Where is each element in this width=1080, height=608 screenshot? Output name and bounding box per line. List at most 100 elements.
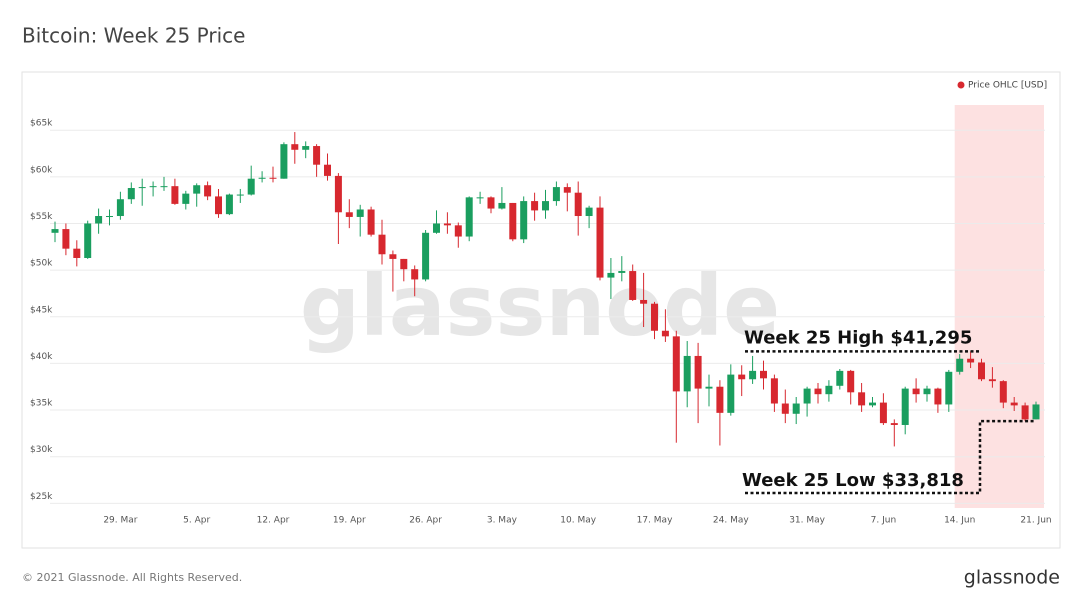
candle-body bbox=[694, 355, 702, 389]
candle-body bbox=[661, 330, 669, 337]
candle-body bbox=[901, 388, 909, 425]
x-tick-label: 7. Jun bbox=[871, 516, 897, 526]
candle-body bbox=[116, 199, 124, 217]
annotation-label: Week 25 Low $33,818 bbox=[742, 470, 964, 491]
candle-body bbox=[313, 146, 321, 165]
candle-body bbox=[945, 371, 953, 405]
candle-body bbox=[204, 185, 212, 197]
y-tick-label: $25k bbox=[30, 492, 53, 502]
candle-body bbox=[956, 358, 964, 372]
annotation-line bbox=[745, 419, 1036, 495]
y-tick-label: $40k bbox=[30, 352, 53, 362]
candle-body bbox=[781, 403, 789, 414]
candle-body bbox=[531, 201, 539, 211]
candle-body bbox=[760, 370, 767, 379]
candle-body bbox=[51, 229, 59, 233]
candle-body bbox=[443, 223, 451, 226]
y-tick-label: $65k bbox=[30, 119, 53, 129]
x-tick-label: 17. May bbox=[637, 516, 673, 526]
candle-body bbox=[422, 232, 430, 280]
annotation-label: Week 25 High $41,295 bbox=[744, 327, 972, 348]
candle-body bbox=[269, 177, 277, 179]
y-tick-label: $30k bbox=[30, 445, 53, 455]
candle-body bbox=[258, 177, 266, 179]
candle-body bbox=[291, 144, 299, 150]
candle-body bbox=[978, 362, 985, 380]
candle-body bbox=[324, 164, 331, 176]
x-tick-label: 31. May bbox=[789, 516, 825, 526]
chart-title: Bitcoin: Week 25 Price bbox=[22, 24, 245, 48]
legend-label: Price OHLC [USD] bbox=[968, 81, 1047, 91]
candle-body bbox=[95, 216, 103, 224]
x-tick-label: 24. May bbox=[713, 516, 749, 526]
candle-body bbox=[73, 248, 81, 258]
candle-body bbox=[1032, 404, 1040, 420]
candle-body bbox=[596, 207, 604, 278]
candle-body bbox=[618, 271, 626, 273]
candle-body bbox=[552, 187, 560, 202]
candle-body bbox=[629, 271, 637, 300]
candle-body bbox=[770, 378, 778, 404]
candle-body bbox=[149, 186, 157, 188]
candle-body bbox=[509, 202, 517, 240]
candle-body bbox=[640, 299, 648, 304]
candle-body bbox=[672, 336, 680, 392]
candle-body bbox=[356, 209, 364, 217]
y-tick-label: $60k bbox=[30, 165, 53, 175]
candle-body bbox=[1010, 402, 1018, 406]
candle-body bbox=[651, 303, 658, 331]
candle-body bbox=[847, 370, 855, 393]
candle-body bbox=[585, 207, 593, 217]
candle-body bbox=[869, 402, 876, 406]
candle-body bbox=[171, 186, 179, 204]
candle-body bbox=[858, 392, 866, 406]
candle-body bbox=[879, 402, 887, 424]
candle-body bbox=[890, 423, 898, 425]
candle-body bbox=[836, 370, 844, 386]
candle-body bbox=[84, 223, 92, 258]
candle-body bbox=[160, 186, 168, 188]
candle-body bbox=[574, 192, 582, 217]
candle-body bbox=[106, 216, 113, 218]
candle-body bbox=[215, 196, 222, 215]
x-tick-label: 19. Apr bbox=[333, 516, 366, 526]
candle-body bbox=[138, 187, 146, 189]
chart-card bbox=[21, 71, 1061, 549]
candle-body bbox=[378, 234, 386, 255]
x-tick-label: 14. Jun bbox=[944, 516, 975, 526]
candle-body bbox=[520, 201, 528, 240]
candle-body bbox=[411, 269, 419, 280]
candle-body bbox=[967, 358, 975, 363]
x-tick-label: 3. May bbox=[487, 516, 518, 526]
candle-body bbox=[683, 355, 691, 392]
footer: © 2021 Glassnode. All Rights Reserved. bbox=[22, 571, 242, 584]
candle-body bbox=[1021, 405, 1029, 420]
candle-body bbox=[225, 194, 233, 215]
y-tick-label: $45k bbox=[30, 305, 53, 315]
candle-body bbox=[934, 388, 942, 405]
candle-body bbox=[247, 178, 255, 195]
candle-body bbox=[999, 381, 1007, 403]
x-tick-label: 12. Apr bbox=[257, 516, 290, 526]
candle-body bbox=[433, 223, 440, 233]
candle-body bbox=[62, 229, 70, 249]
highlight-band bbox=[954, 105, 1044, 508]
candle-body bbox=[825, 385, 833, 395]
x-tick-label: 29. Mar bbox=[103, 516, 137, 526]
candle-body bbox=[345, 212, 353, 217]
x-tick-label: 5. Apr bbox=[183, 516, 210, 526]
candle-body bbox=[705, 386, 713, 389]
candle-body bbox=[302, 146, 310, 150]
candle-body bbox=[400, 258, 408, 270]
candle-body bbox=[498, 202, 506, 209]
candle-body bbox=[193, 185, 201, 194]
candle-body bbox=[563, 187, 571, 193]
x-tick-label: 21. Jun bbox=[1020, 516, 1051, 526]
y-tick-label: $35k bbox=[30, 399, 53, 409]
brand-logo: glassnode bbox=[964, 567, 1060, 589]
candle-body bbox=[465, 197, 473, 237]
candle-body bbox=[389, 254, 397, 259]
candle-body bbox=[334, 175, 342, 213]
legend-swatch bbox=[957, 81, 965, 89]
